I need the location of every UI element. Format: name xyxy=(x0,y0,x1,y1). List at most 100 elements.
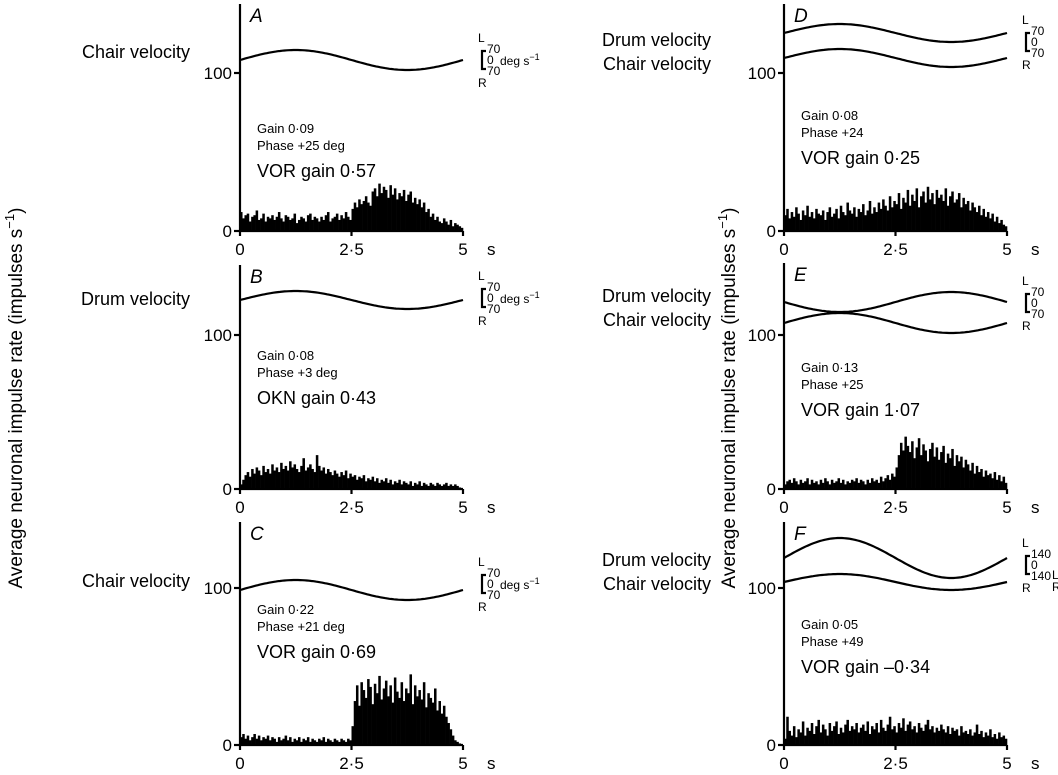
histogram-bar xyxy=(784,215,787,231)
x-tick-label: 0 xyxy=(779,498,788,517)
histogram-bar xyxy=(875,479,878,489)
histogram-bar xyxy=(846,202,849,231)
histogram-bar xyxy=(924,450,928,489)
scale-value-top: 70 xyxy=(487,42,501,56)
histogram-bar xyxy=(969,470,972,489)
histogram-bar xyxy=(425,484,428,489)
y-tick-label: 0 xyxy=(223,222,232,241)
scale-value-bottom: 70 xyxy=(1031,307,1045,321)
stimulus-label: Drum velocity xyxy=(602,30,711,50)
histogram-bar xyxy=(915,188,919,231)
histogram-bar xyxy=(882,727,885,745)
histogram-bar xyxy=(257,470,261,489)
histogram-bar xyxy=(806,727,809,745)
histogram-bar xyxy=(309,741,312,745)
scale-top-label: L xyxy=(478,269,485,283)
neuron-phase-label: Phase +49 xyxy=(801,634,864,649)
histogram-bar xyxy=(358,705,361,745)
neuron-gain-label: Gain 0·09 xyxy=(257,121,314,136)
histogram-bar xyxy=(817,484,820,489)
histogram-bar xyxy=(786,716,789,745)
histogram-bar xyxy=(275,741,279,745)
histogram-bar xyxy=(922,730,925,745)
histogram-bar xyxy=(244,475,247,489)
histogram-bar xyxy=(915,447,919,489)
histogram-bar xyxy=(806,205,809,231)
histogram-bar xyxy=(268,740,272,745)
histogram-bar xyxy=(438,701,441,745)
histogram-bar xyxy=(986,212,990,231)
histogram-bar xyxy=(830,730,834,745)
histogram-bar xyxy=(407,693,410,745)
histogram-bar xyxy=(309,213,312,231)
histogram-bar xyxy=(445,221,448,231)
histogram-bar xyxy=(911,729,914,745)
histogram-bar xyxy=(853,729,856,745)
histogram-bar xyxy=(373,481,377,489)
histogram-bar xyxy=(928,729,932,745)
histogram-bar xyxy=(821,724,825,745)
histogram-bar xyxy=(957,193,961,231)
histogram-bar xyxy=(864,730,867,745)
stimulus-label: Drum velocity xyxy=(81,289,190,309)
histogram-bar xyxy=(266,735,270,745)
histogram-bar xyxy=(944,462,948,489)
histogram-bar xyxy=(839,482,843,489)
neuron-phase-label: Phase +25 deg xyxy=(257,138,345,153)
histogram-bar xyxy=(362,690,366,745)
y-tick-label: 100 xyxy=(204,64,232,83)
histogram-bar xyxy=(804,215,807,231)
histogram-bar xyxy=(387,696,390,745)
histogram-bar xyxy=(398,697,401,745)
histogram-bar xyxy=(1004,226,1008,231)
histogram-bar xyxy=(389,479,392,489)
x-unit-label: s xyxy=(487,240,496,259)
histogram-bar xyxy=(790,735,794,745)
stimulus-label: Chair velocity xyxy=(603,574,711,594)
panel-label: D xyxy=(794,6,808,27)
histogram-bar xyxy=(870,726,874,745)
histogram-bar xyxy=(835,481,838,489)
histogram-bar xyxy=(801,721,805,745)
histogram-bar xyxy=(819,215,823,231)
histogram-bar xyxy=(1000,219,1003,231)
histogram-bar xyxy=(884,478,887,489)
histogram-bar xyxy=(293,213,297,231)
histogram-bar xyxy=(799,732,803,745)
histogram-bar xyxy=(935,727,939,745)
histogram-bar xyxy=(828,484,832,489)
histogram-bar xyxy=(964,204,968,231)
histogram-bar xyxy=(895,204,899,231)
histogram-bar xyxy=(859,727,863,745)
histogram-bar xyxy=(855,216,858,231)
x-tick-label: 5 xyxy=(458,754,467,773)
histogram-bar xyxy=(393,677,397,745)
histogram-bar xyxy=(268,218,272,231)
histogram-bar xyxy=(962,732,965,745)
histogram-bar xyxy=(355,685,359,745)
histogram-bar xyxy=(318,221,321,231)
histogram-bar xyxy=(980,730,983,745)
histogram-bar xyxy=(431,702,435,745)
histogram-bar xyxy=(944,188,948,231)
histogram-bar xyxy=(260,475,263,489)
reflex-gain-label: VOR gain 0·25 xyxy=(801,148,920,168)
histogram-bar xyxy=(393,481,397,489)
histogram-bar xyxy=(326,738,330,745)
histogram-bar xyxy=(391,702,395,745)
histogram-bar xyxy=(273,219,276,231)
y-axis-label-left-close: ) xyxy=(6,208,27,214)
histogram-bar xyxy=(966,200,970,231)
histogram-bar xyxy=(295,223,299,231)
histogram-bar xyxy=(933,204,936,231)
scale-unit-label: deg s−1 xyxy=(500,576,540,592)
histogram-bar xyxy=(445,716,448,745)
histogram-bar xyxy=(864,215,867,231)
histogram-bar xyxy=(268,473,272,489)
histogram-bar xyxy=(848,482,852,489)
x-tick-label: 2·5 xyxy=(883,240,908,259)
histogram-bar xyxy=(344,741,348,745)
histogram-bar xyxy=(302,738,305,745)
histogram-bar xyxy=(884,205,887,231)
